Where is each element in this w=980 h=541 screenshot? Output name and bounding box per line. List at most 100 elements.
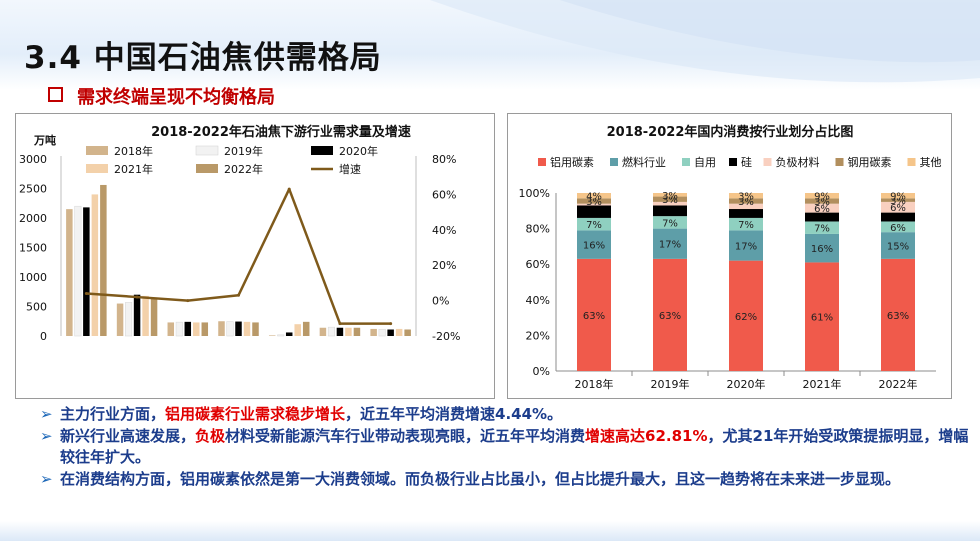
y-tick-label: 3000 xyxy=(19,153,47,166)
footer-band xyxy=(0,521,980,541)
stacked-segment xyxy=(805,262,839,371)
bullet-text: 新兴行业高速发展， xyxy=(60,427,196,445)
bar xyxy=(91,194,99,336)
bullet-text: 在消费结构方面，铝用碳素依然是第一大消费领域。而负极行业占比虽小，但占比提升最大… xyxy=(60,470,901,488)
x-tick-label: 2018年 xyxy=(575,377,614,391)
bar xyxy=(404,329,411,336)
bar xyxy=(395,328,403,336)
data-label: 62% xyxy=(735,312,757,323)
legend-label: 2019年 xyxy=(224,144,263,158)
legend-label: 2020年 xyxy=(339,144,378,158)
bar xyxy=(66,209,73,336)
stacked-segment xyxy=(577,193,611,199)
stacked-segment xyxy=(881,201,915,213)
arrow-bullet-icon: ➢ xyxy=(40,427,53,445)
data-label: 3% xyxy=(662,191,678,202)
data-label: 3% xyxy=(662,195,678,206)
bullet-text: 增速高达62.81% xyxy=(585,427,708,445)
data-label: 7% xyxy=(662,218,678,229)
stacked-segment xyxy=(729,217,763,231)
bullet-text: ，尤其21年开始受政策提振明显，增幅较往年扩大。 xyxy=(60,427,969,466)
y-tick-label: 100% xyxy=(519,187,550,200)
stacked-segment xyxy=(881,212,915,222)
legend-label: 自用 xyxy=(694,156,716,169)
bar xyxy=(201,322,209,336)
bar xyxy=(150,297,158,336)
growth-point xyxy=(338,322,342,326)
stacked-segment xyxy=(805,198,839,204)
stacked-segment xyxy=(729,260,763,371)
bar xyxy=(74,205,82,337)
stacked-segment xyxy=(653,201,687,206)
data-label: 63% xyxy=(583,311,605,322)
stacked-segment xyxy=(729,193,763,199)
stacked-segment xyxy=(729,203,763,210)
growth-point xyxy=(389,322,393,326)
data-label: 6% xyxy=(890,203,906,214)
bar xyxy=(327,326,335,337)
bar xyxy=(294,324,301,336)
legend-swatch xyxy=(196,164,218,173)
data-label: 63% xyxy=(887,311,909,322)
data-label: 3% xyxy=(738,197,754,208)
legend-label: 2021年 xyxy=(114,162,153,176)
legend-swatch xyxy=(86,164,108,173)
data-label: 3% xyxy=(586,197,602,208)
data-label: 9% xyxy=(814,192,830,203)
legend-swatch xyxy=(195,145,219,156)
bar xyxy=(353,327,361,336)
stacked-segment xyxy=(729,230,763,261)
data-label: 63% xyxy=(659,311,681,322)
y-tick-label: 0% xyxy=(533,365,550,378)
bullet-text: 铝用碳素行业需求稳步增长 xyxy=(165,405,346,423)
bar xyxy=(252,322,259,336)
y2-tick-label: 20% xyxy=(432,259,456,272)
data-label: 3% xyxy=(890,196,906,207)
x-tick-label: 2022年 xyxy=(879,377,918,391)
data-label: 7% xyxy=(738,220,754,231)
section-subtitle: 需求终端呈现不均衡格局 xyxy=(48,83,275,109)
x-tick-label: 2021年 xyxy=(803,377,842,391)
y2-tick-label: 40% xyxy=(432,224,456,237)
bar xyxy=(142,295,149,336)
data-label: 15% xyxy=(887,242,909,253)
section-subtitle-text: 需求终端呈现不均衡格局 xyxy=(77,87,275,108)
legend-label: 铝用碳素 xyxy=(550,155,594,169)
legend-label: 2022年 xyxy=(224,162,263,176)
y-tick-label: 2500 xyxy=(19,183,47,196)
stacked-segment xyxy=(881,193,915,199)
stacked-segment xyxy=(729,198,763,204)
growth-point xyxy=(84,292,88,296)
header-swoosh xyxy=(430,0,980,83)
legend-swatch xyxy=(86,146,108,155)
x-tick-label: 2019年 xyxy=(651,377,690,391)
y2-tick-label: -20% xyxy=(432,330,460,343)
y-tick-label: 40% xyxy=(526,294,550,307)
legend-swatch xyxy=(835,158,844,166)
bullet-item: ➢ 在消费结构方面，铝用碳素依然是第一大消费领域。而负极行业占比虽小，但占比提升最… xyxy=(40,469,975,490)
data-label: 17% xyxy=(659,240,681,251)
bar xyxy=(100,184,107,336)
legend-swatch xyxy=(682,158,690,166)
stacked-segment xyxy=(653,216,687,229)
stacked-segment xyxy=(577,205,611,218)
legend-label: 钢用碳素 xyxy=(848,155,892,169)
y-tick-label: 500 xyxy=(26,301,47,314)
y-tick-label: 20% xyxy=(526,329,550,342)
data-label: 6% xyxy=(890,223,906,234)
bullet-item: ➢ 主力行业方面，铝用碳素行业需求稳步增长，近五年平均消费增速4.44%。 xyxy=(40,404,975,425)
data-label: 4% xyxy=(586,192,602,203)
growth-point xyxy=(237,293,240,297)
bar xyxy=(125,302,133,337)
legend-label: 增速 xyxy=(339,162,361,176)
bar xyxy=(345,327,352,336)
legend-label: 2018年 xyxy=(114,144,153,158)
chart-title: 2018-2022年国内消费按行业划分占比图 xyxy=(607,124,854,140)
growth-point xyxy=(186,299,190,303)
bar xyxy=(243,321,251,336)
stacked-segment xyxy=(653,205,687,217)
bar xyxy=(133,294,141,336)
data-label: 6% xyxy=(814,204,830,215)
